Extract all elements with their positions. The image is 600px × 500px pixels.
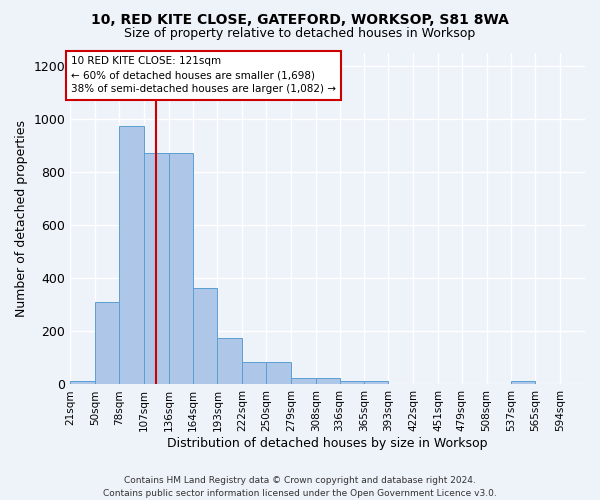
Text: 10 RED KITE CLOSE: 121sqm
← 60% of detached houses are smaller (1,698)
38% of se: 10 RED KITE CLOSE: 121sqm ← 60% of detac…: [71, 56, 336, 94]
Bar: [193, 288, 217, 384]
Bar: [316, 378, 340, 384]
Y-axis label: Number of detached properties: Number of detached properties: [15, 120, 28, 317]
Bar: [291, 378, 316, 384]
X-axis label: Distribution of detached houses by size in Worksop: Distribution of detached houses by size …: [167, 437, 488, 450]
Bar: [95, 302, 119, 384]
Bar: [144, 154, 169, 384]
Bar: [364, 382, 388, 384]
Bar: [217, 338, 242, 384]
Bar: [169, 154, 193, 384]
Bar: [119, 126, 144, 384]
Bar: [70, 382, 95, 384]
Bar: [340, 382, 364, 384]
Text: Contains HM Land Registry data © Crown copyright and database right 2024.
Contai: Contains HM Land Registry data © Crown c…: [103, 476, 497, 498]
Bar: [242, 362, 266, 384]
Bar: [266, 362, 291, 384]
Bar: [511, 382, 535, 384]
Text: 10, RED KITE CLOSE, GATEFORD, WORKSOP, S81 8WA: 10, RED KITE CLOSE, GATEFORD, WORKSOP, S…: [91, 12, 509, 26]
Text: Size of property relative to detached houses in Worksop: Size of property relative to detached ho…: [124, 28, 476, 40]
